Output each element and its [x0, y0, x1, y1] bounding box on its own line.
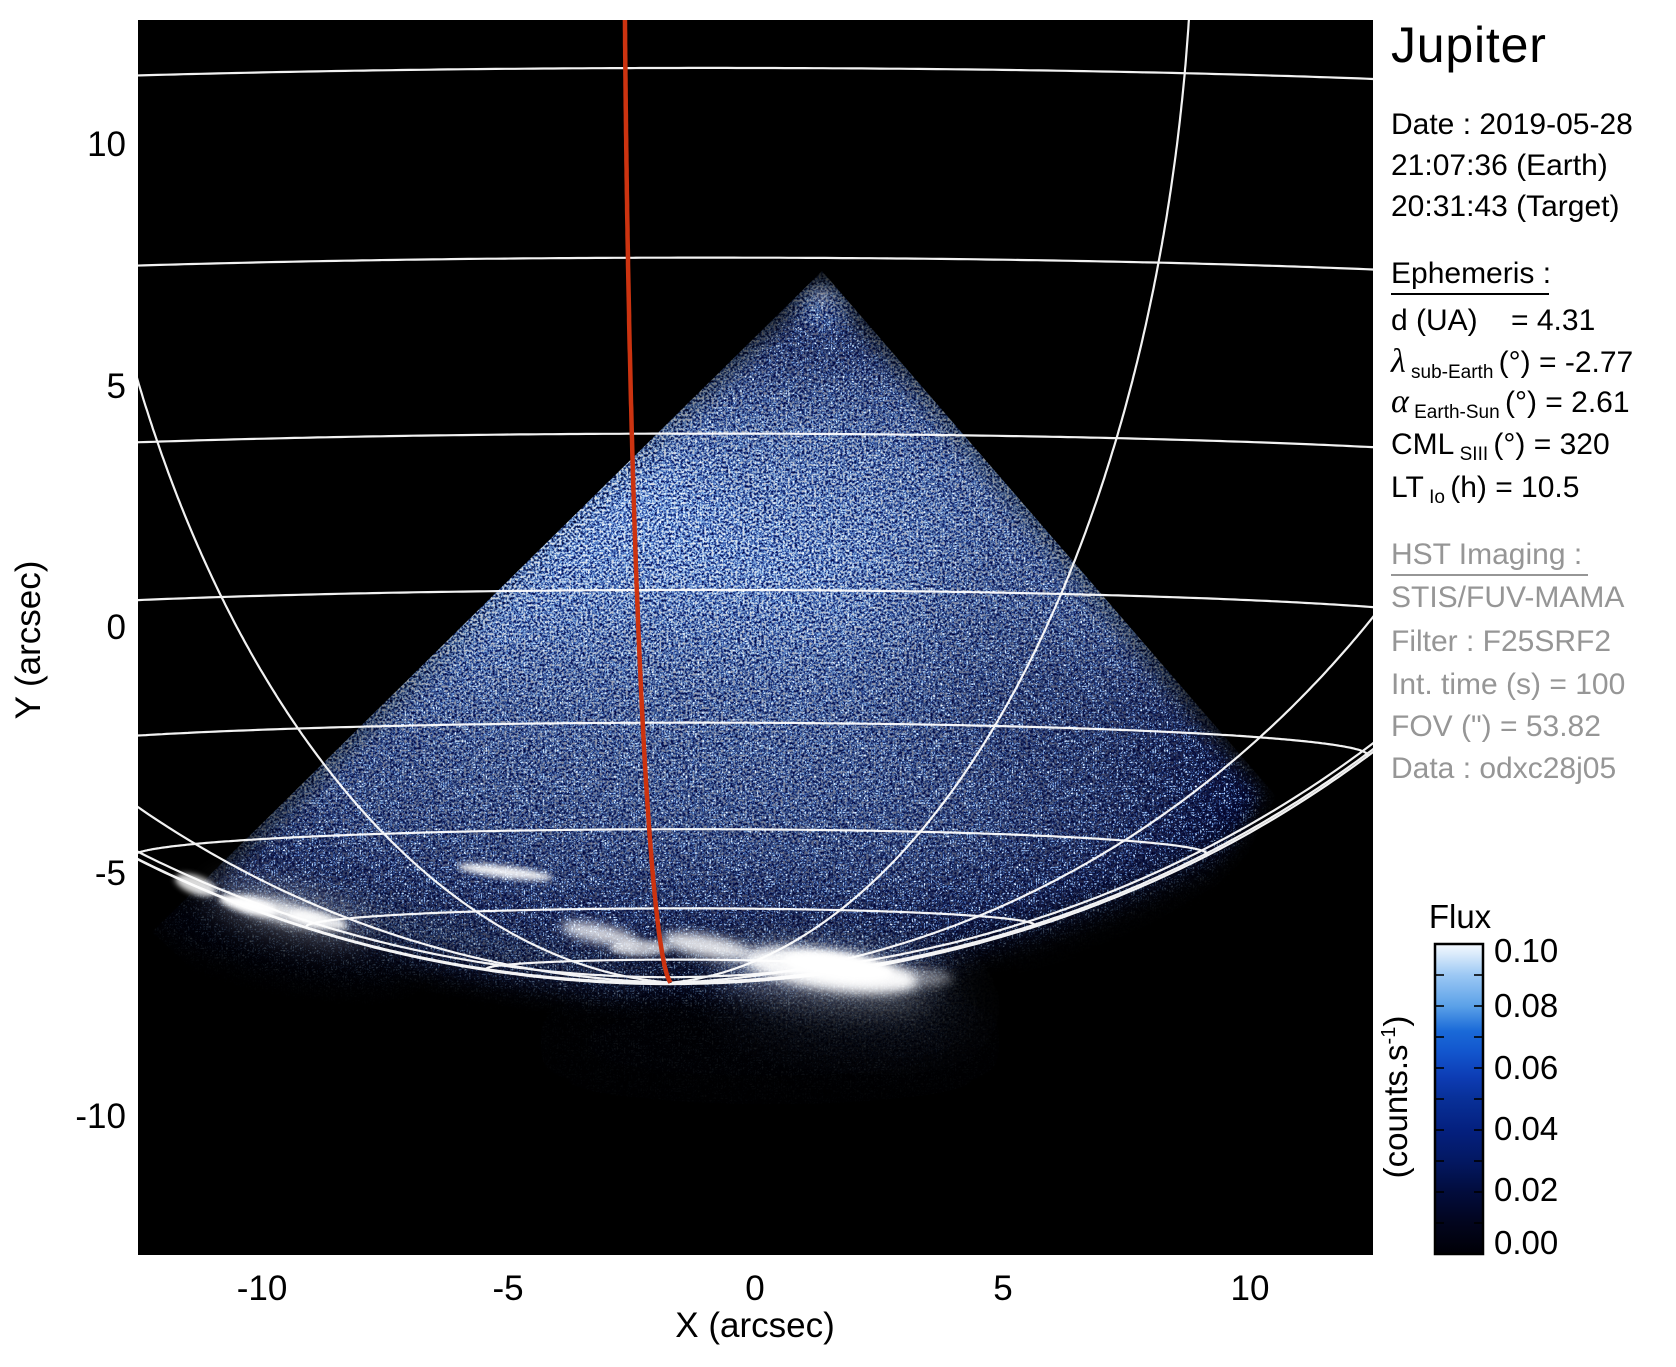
- svg-text:0: 0: [107, 608, 126, 647]
- svg-text:0.06: 0.06: [1494, 1049, 1558, 1086]
- svg-text:Ephemeris :: Ephemeris :: [1391, 257, 1551, 290]
- svg-text:LT Io (h) = 10.5: LT Io (h) = 10.5: [1391, 471, 1579, 508]
- svg-text:-5: -5: [492, 1269, 523, 1308]
- svg-text:0.08: 0.08: [1494, 987, 1558, 1024]
- svg-text:Y (arcsec): Y (arcsec): [9, 561, 48, 720]
- svg-text:-10: -10: [75, 1097, 126, 1136]
- svg-text:Date : 2019-05-28: Date : 2019-05-28: [1391, 108, 1633, 141]
- svg-text:Filter : F25SRF2: Filter : F25SRF2: [1391, 625, 1611, 658]
- svg-text:0.00: 0.00: [1494, 1224, 1558, 1261]
- svg-text:d (UA) = 4.31: d (UA) = 4.31: [1391, 304, 1595, 337]
- svg-text:0.10: 0.10: [1494, 932, 1558, 969]
- svg-text:5: 5: [107, 367, 126, 406]
- svg-text:α Earth-Sun (°) = 2.61: α Earth-Sun (°) = 2.61: [1391, 383, 1630, 423]
- svg-text:X (arcsec): X (arcsec): [675, 1306, 834, 1345]
- svg-text:-10: -10: [237, 1269, 288, 1308]
- svg-text:-5: -5: [95, 854, 126, 893]
- svg-text:10: 10: [1231, 1269, 1270, 1308]
- svg-text:10: 10: [87, 125, 126, 164]
- svg-text:21:07:36 (Earth): 21:07:36 (Earth): [1391, 149, 1608, 182]
- svg-text:STIS/FUV-MAMA: STIS/FUV-MAMA: [1391, 581, 1624, 614]
- svg-text:20:31:43 (Target): 20:31:43 (Target): [1391, 190, 1619, 223]
- svg-text:HST Imaging :: HST Imaging :: [1391, 538, 1582, 571]
- svg-text:λ sub-Earth (°) = -2.77: λ sub-Earth (°) = -2.77: [1390, 343, 1633, 383]
- svg-text:5: 5: [993, 1269, 1012, 1308]
- svg-text:Data : odxc28j05: Data : odxc28j05: [1391, 752, 1616, 785]
- svg-text:Int. time (s) = 100: Int. time (s) = 100: [1391, 668, 1625, 701]
- svg-text:0.04: 0.04: [1494, 1110, 1558, 1147]
- svg-text:FOV (") = 53.82: FOV (") = 53.82: [1391, 710, 1601, 743]
- svg-text:Jupiter: Jupiter: [1391, 17, 1547, 73]
- svg-text:0: 0: [745, 1269, 764, 1308]
- svg-text:0.02: 0.02: [1494, 1171, 1558, 1208]
- svg-text:CML SIII (°) = 320: CML SIII (°) = 320: [1391, 428, 1610, 465]
- svg-text:Flux: Flux: [1429, 898, 1492, 935]
